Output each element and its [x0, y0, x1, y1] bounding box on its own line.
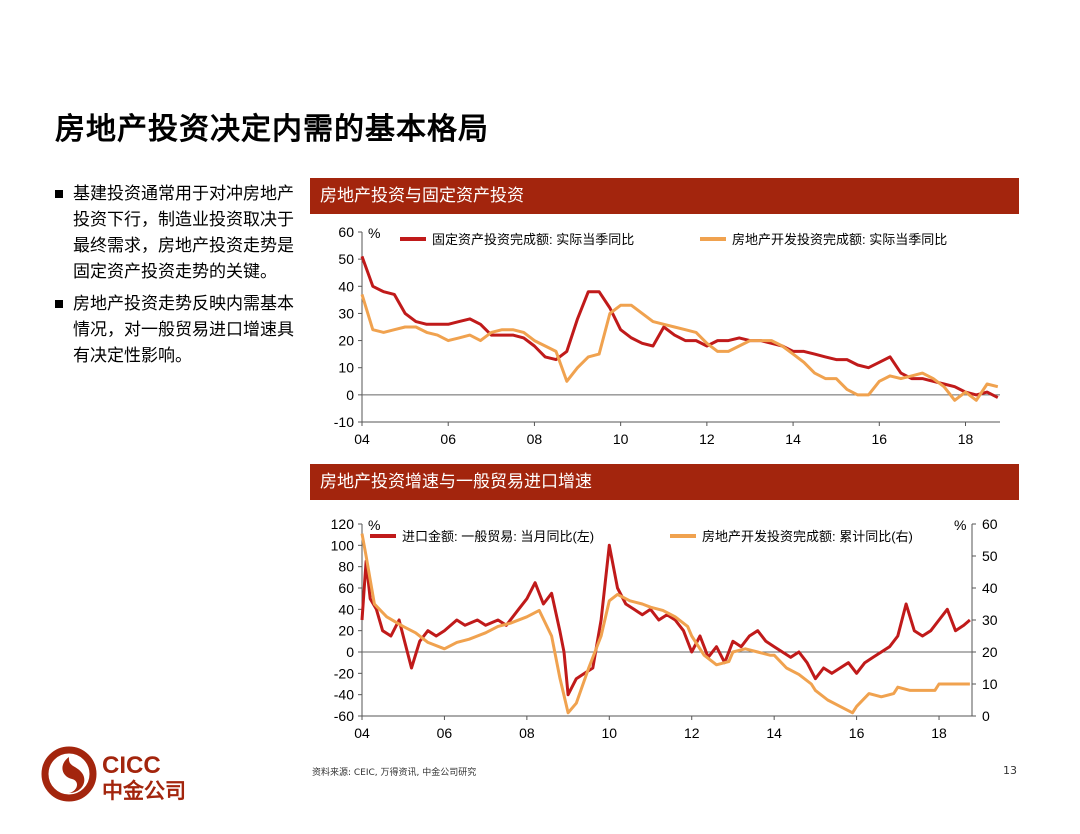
page-title: 房地产投资决定内需的基本格局 — [55, 112, 489, 147]
page-number: 13 — [1003, 764, 1017, 777]
x-tick-label: 16 — [849, 725, 865, 741]
x-tick-label: 04 — [354, 725, 370, 741]
y-tick-label: 0 — [346, 387, 354, 403]
logo-ring — [41, 746, 97, 802]
y-tick-label-right: 40 — [982, 580, 998, 596]
y-tick-label: -40 — [334, 687, 354, 703]
legend-label-2: 房地产开发投资完成额: 累计同比(右) — [702, 529, 913, 544]
bullet-square-icon — [55, 190, 63, 198]
x-tick-label: 14 — [766, 725, 782, 741]
logo-swirl — [62, 757, 85, 793]
y-tick-label: 10 — [338, 360, 354, 376]
y-tick-label: 60 — [338, 224, 354, 240]
x-tick-label: 18 — [931, 725, 947, 741]
y-tick-label: 80 — [338, 559, 354, 575]
bullet-text: 房地产投资走势反映内需基本情况，对一般贸易进口增速具有决定性影响。 — [73, 294, 294, 366]
bullet-list: 基建投资通常用于对冲房地产投资下行，制造业投资取决于最终需求，房地产投资走势是固… — [55, 181, 295, 375]
x-tick-label: 12 — [699, 431, 715, 447]
bullet-text: 基建投资通常用于对冲房地产投资下行，制造业投资取决于最终需求，房地产投资走势是固… — [73, 184, 294, 282]
x-tick-label: 08 — [527, 431, 543, 447]
y-tick-label-right: 20 — [982, 644, 998, 660]
y-tick-label: 60 — [338, 580, 354, 596]
y-tick-label: 30 — [338, 305, 354, 321]
series-line-2 — [360, 533, 970, 715]
legend-label-1: 进口金额: 一般贸易: 当月同比(左) — [402, 529, 594, 544]
y-tick-label: -20 — [334, 665, 354, 681]
logo-text-cn: 中金公司 — [102, 779, 186, 803]
x-tick-label: 10 — [602, 725, 618, 741]
y-tick-label-right: 0 — [982, 708, 990, 724]
x-tick-label: 08 — [519, 725, 535, 741]
x-tick-label: 18 — [958, 431, 974, 447]
chart2-title-banner: 房地产投资增速与一般贸易进口增速 — [310, 464, 1019, 500]
x-tick-label: 14 — [785, 431, 801, 447]
x-tick-label: 06 — [437, 725, 453, 741]
legend-label-2: 房地产开发投资完成额: 实际当季同比 — [732, 232, 947, 247]
y-tick-label-right: 10 — [982, 676, 998, 692]
y-tick-label: -10 — [334, 414, 354, 430]
chart1-title-banner: 房地产投资与固定资产投资 — [310, 178, 1019, 214]
series-line-1 — [360, 255, 999, 399]
source-note: 资料来源: CEIC, 万得资讯, 中金公司研究 — [312, 768, 477, 778]
bullet-item: 房地产投资走势反映内需基本情况，对一般贸易进口增速具有决定性影响。 — [55, 291, 295, 369]
y-tick-label: 50 — [338, 251, 354, 267]
y-tick-label-right: 30 — [982, 612, 998, 628]
logo-text-en: CICC — [102, 752, 161, 779]
unit-label-right: % — [954, 517, 966, 533]
y-tick-label: 120 — [331, 516, 355, 532]
series-line-1 — [360, 543, 971, 697]
y-tick-label: 100 — [331, 537, 355, 553]
unit-label: % — [368, 225, 380, 241]
x-tick-label: 16 — [872, 431, 888, 447]
y-tick-label-right: 50 — [982, 548, 998, 564]
y-tick-label: 20 — [338, 623, 354, 639]
y-tick-label: 40 — [338, 278, 354, 294]
x-tick-label: 10 — [613, 431, 629, 447]
x-tick-label: 12 — [684, 725, 700, 741]
y-tick-label: 0 — [346, 644, 354, 660]
bullet-square-icon — [55, 300, 63, 308]
x-tick-label: 04 — [354, 431, 370, 447]
x-tick-label: 06 — [440, 431, 456, 447]
unit-label-left: % — [368, 517, 380, 533]
bullet-item: 基建投资通常用于对冲房地产投资下行，制造业投资取决于最终需求，房地产投资走势是固… — [55, 181, 295, 285]
y-tick-label: 40 — [338, 601, 354, 617]
y-tick-label-right: 60 — [982, 516, 998, 532]
y-tick-label: -60 — [334, 708, 354, 724]
y-tick-label: 20 — [338, 333, 354, 349]
series-line-2 — [360, 293, 999, 402]
cicc-logo: CICC 中金公司 — [41, 746, 186, 803]
legend-label-1: 固定资产投资完成额: 实际当季同比 — [432, 232, 634, 247]
